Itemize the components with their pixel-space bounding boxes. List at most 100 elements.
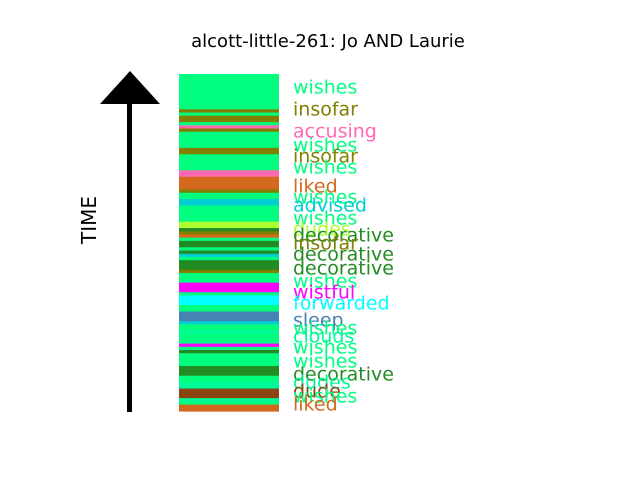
label-wishes: wishes [293, 337, 357, 359]
band-wishes [179, 362, 279, 367]
band-wishes [179, 167, 279, 171]
label-insofar: insofar [293, 233, 358, 255]
band-insofar [179, 115, 279, 120]
band-wishes [179, 192, 279, 197]
band-wishes [179, 247, 279, 252]
band-wishes [179, 74, 279, 78]
label-liked: liked [293, 176, 338, 198]
label-decorative: decorative [293, 244, 394, 266]
band-wishes [179, 292, 279, 297]
band-dudes [179, 221, 279, 226]
band-wishes [179, 157, 279, 162]
label-decorative: decorative [293, 258, 394, 280]
band-decorative [179, 369, 279, 374]
band-advised [179, 253, 279, 258]
band-wishes [179, 353, 279, 358]
label-advised: advised [293, 195, 367, 217]
band-sleep [179, 314, 279, 319]
timeline-bands [179, 74, 279, 412]
label-insofar: insofar [293, 146, 358, 168]
band-wishes [179, 337, 279, 341]
band-decorative [179, 260, 279, 264]
band-wishes [179, 83, 279, 88]
band-wishes [179, 375, 279, 380]
label-forwarded: forwarded [293, 293, 390, 315]
chart-title: alcott-little-261: Jo AND Laurie [191, 31, 465, 52]
band-clouds [179, 330, 279, 335]
band-wistful [179, 282, 279, 287]
band-insofar [179, 118, 279, 123]
band-wishes [179, 346, 279, 351]
band-forwarded [179, 295, 279, 300]
time-arrow-shaft [127, 100, 132, 412]
band-sleep [179, 311, 279, 316]
band-wishes [179, 141, 279, 146]
label-wishes: wishes [293, 77, 357, 99]
band-liked [179, 404, 279, 409]
band-insofar [179, 269, 279, 274]
label-sleep: sleep [293, 310, 344, 332]
band-wishes [179, 324, 279, 329]
band-wishes [179, 112, 279, 117]
band-wishes [179, 96, 279, 101]
band-wishes [179, 102, 279, 107]
band-decorative [179, 366, 279, 370]
label-wishes: wishes [293, 386, 357, 408]
band-advised [179, 199, 279, 203]
band-clouds [179, 382, 279, 386]
band-accusing [179, 170, 279, 175]
band-sleep [179, 317, 279, 322]
band-dude [179, 394, 279, 399]
word-labels: wishesinsofaraccusingwishesinsofarwishes… [293, 77, 394, 416]
band-liked [179, 407, 279, 412]
band-wishes [179, 163, 279, 168]
band-wishes [179, 208, 279, 213]
band-wishes [179, 333, 279, 338]
band-wishes [179, 195, 279, 200]
band-advised [179, 321, 279, 325]
band-wishes [179, 256, 279, 261]
band-insofar [179, 128, 279, 133]
band-decorative [179, 240, 279, 245]
band-wishes [179, 218, 279, 223]
band-accusing [179, 125, 279, 130]
band-decorative [179, 263, 279, 268]
band-wishes [179, 122, 279, 126]
band-wishes [179, 279, 279, 284]
band-insofar [179, 151, 279, 155]
band-wishes [179, 131, 279, 136]
band-accusing [179, 173, 279, 178]
band-wistful [179, 285, 279, 290]
band-wishes [179, 378, 279, 383]
band-wishes [179, 99, 279, 104]
label-wishes: wishes [293, 157, 357, 179]
band-dude [179, 388, 279, 393]
label-dudes: dudes [293, 372, 351, 394]
label-dudes: dudes [293, 219, 351, 241]
band-dudes [179, 224, 279, 229]
label-decorative: decorative [293, 364, 394, 386]
band-wishes [179, 401, 279, 406]
band-wishes [179, 106, 279, 110]
band-insofar [179, 189, 279, 194]
band-wishes [179, 212, 279, 216]
label-wishes: wishes [293, 271, 357, 293]
label-wishes: wishes [293, 187, 357, 209]
band-clouds [179, 398, 279, 402]
label-insofar: insofar [293, 99, 358, 121]
band-wishes [179, 272, 279, 277]
label-liked: liked [293, 394, 338, 416]
band-advised [179, 202, 279, 207]
band-wishes [179, 80, 279, 85]
label-dude: dude [293, 381, 341, 403]
band-liked [179, 183, 279, 187]
band-liked [179, 179, 279, 184]
band-wishes [179, 138, 279, 142]
time-arrow-icon [100, 71, 160, 412]
band-wishes [179, 308, 279, 313]
band-decorative [179, 372, 279, 377]
band-forwarded [179, 301, 279, 306]
band-wishes [179, 237, 279, 242]
band-wishes [179, 359, 279, 364]
